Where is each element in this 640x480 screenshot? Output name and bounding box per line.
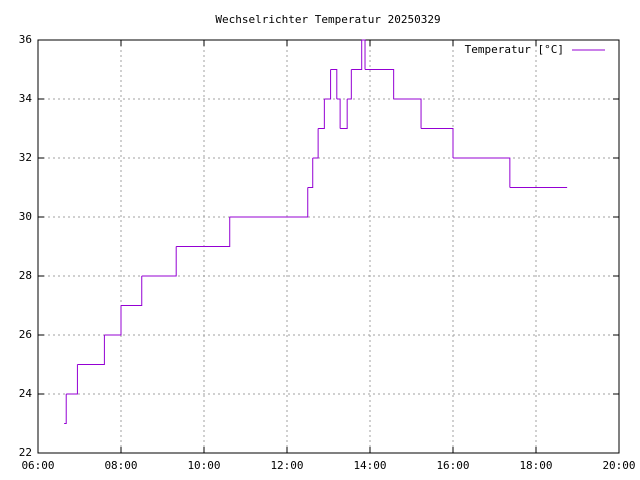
line-step <box>176 217 231 247</box>
y-tick-label: 32 <box>19 151 32 164</box>
x-tick-label: 12:00 <box>270 459 303 472</box>
line-step <box>324 69 332 100</box>
line-step <box>104 305 122 336</box>
x-tick-label: 20:00 <box>602 459 635 472</box>
line-step <box>340 99 348 129</box>
y-tick-label: 24 <box>19 387 33 400</box>
y-tick-label: 34 <box>19 92 33 105</box>
line-step <box>77 335 105 365</box>
line-step <box>121 276 143 306</box>
line-step <box>336 98 341 129</box>
x-tick-label: 10:00 <box>187 459 220 472</box>
line-step <box>312 128 319 159</box>
x-tick-label: 18:00 <box>519 459 552 472</box>
line-step <box>393 98 422 129</box>
x-tick-label: 14:00 <box>353 459 386 472</box>
y-tick-label: 26 <box>19 328 32 341</box>
chart-title: Wechselrichter Temperatur 20250329 <box>215 13 440 26</box>
line-step <box>307 158 314 188</box>
x-tick-label: 08:00 <box>104 459 137 472</box>
x-tick-label: 16:00 <box>436 459 469 472</box>
line-step <box>330 69 338 99</box>
line-step <box>66 364 78 395</box>
line-step <box>365 69 395 99</box>
line-step <box>361 39 366 70</box>
line-step <box>64 394 67 424</box>
y-tick-label: 22 <box>19 446 32 459</box>
line-step <box>141 246 177 277</box>
plot-border <box>37 39 620 454</box>
line-step <box>318 99 325 129</box>
line-step <box>453 157 511 188</box>
line-step <box>421 128 454 158</box>
x-tick-label: 06:00 <box>21 459 54 472</box>
y-tick-label: 30 <box>19 210 32 223</box>
line-step <box>351 40 363 70</box>
legend-label: Temperatur [°C] <box>465 43 564 56</box>
line-step <box>347 69 352 100</box>
y-tick-label: 28 <box>19 269 32 282</box>
y-tick-label: 36 <box>19 33 32 46</box>
line-step <box>229 187 309 218</box>
